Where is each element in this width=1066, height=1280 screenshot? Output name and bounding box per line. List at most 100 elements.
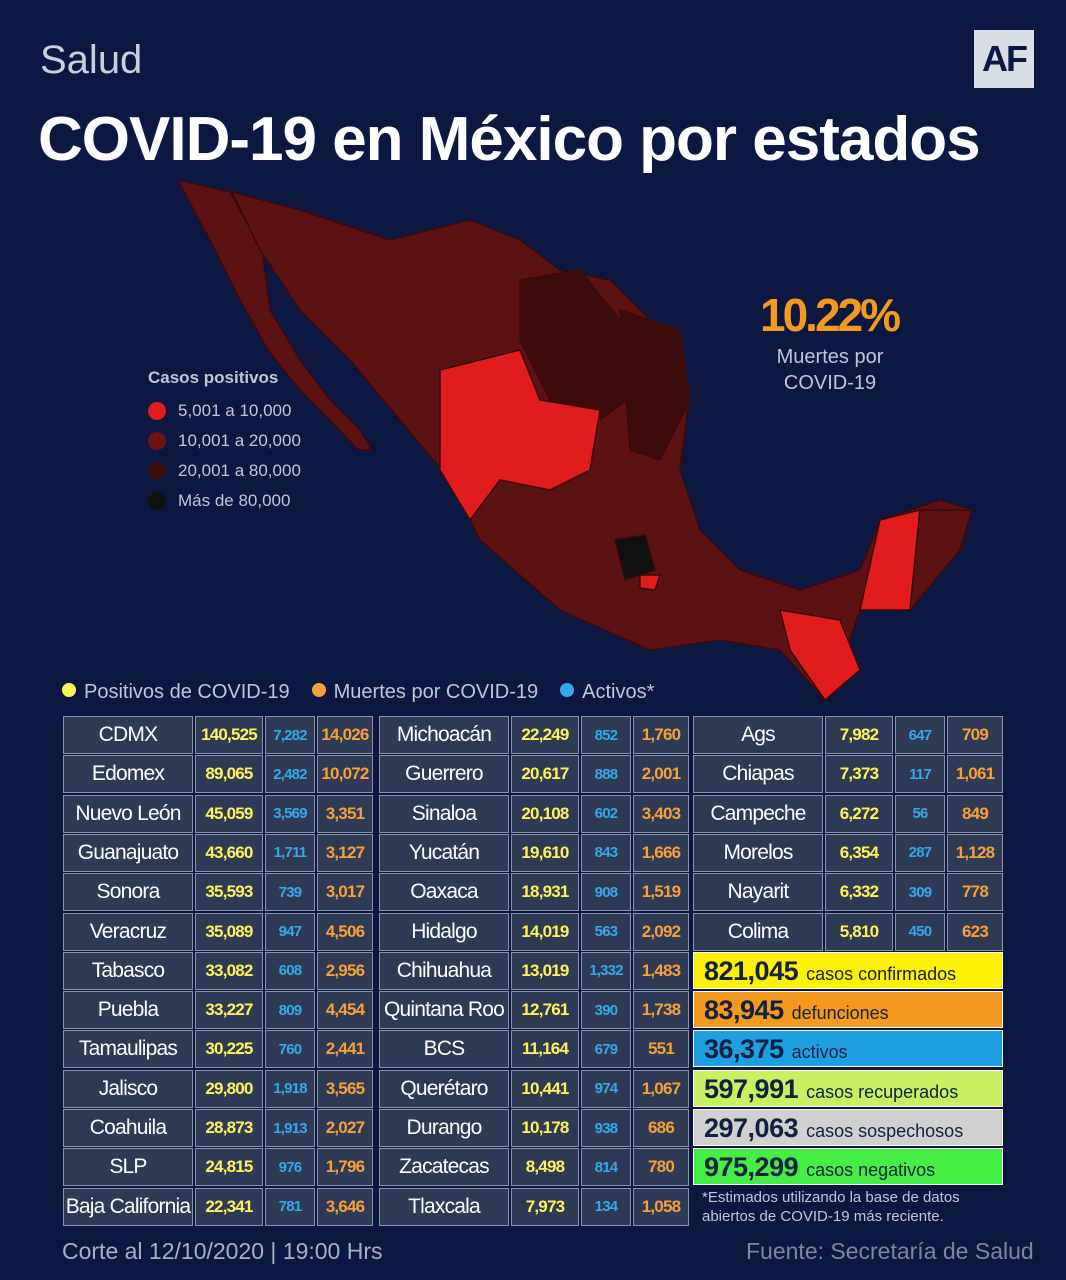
positive-cases: 29,800 (195, 1069, 263, 1108)
active-cases: 1,711 (265, 833, 315, 872)
positive-cases: 18,931 (511, 873, 579, 912)
positive-cases: 89,065 (195, 755, 263, 794)
positive-cases: 14,019 (511, 912, 579, 951)
deaths: 4,454 (317, 991, 373, 1030)
state-name: Nayarit (693, 873, 823, 912)
positive-cases: 35,089 (195, 912, 263, 951)
region (909, 509, 974, 613)
deaths: 1,483 (633, 951, 689, 990)
deaths: 1,738 (633, 991, 689, 1030)
state-name: Tamaulipas (63, 1030, 193, 1069)
region (519, 269, 641, 421)
deaths: 1,067 (633, 1069, 689, 1108)
active-cases: 7,282 (265, 716, 315, 754)
active-cases: 888 (581, 755, 631, 794)
map-legend-label: 10,001 a 20,000 (178, 431, 301, 450)
map-legend-item: 20,001 a 80,000 (148, 456, 301, 486)
active-cases: 814 (581, 1148, 631, 1187)
state-name: BCS (379, 1030, 509, 1069)
deaths: 1,666 (633, 833, 689, 872)
total-value: 83,945 (704, 995, 784, 1026)
state-name: Oaxaca (379, 873, 509, 912)
total-label: casos recuperados (806, 1081, 959, 1102)
table-legend-item: Activos* (560, 681, 654, 704)
active-cases: 134 (581, 1187, 631, 1226)
active-cases: 563 (581, 912, 631, 951)
positive-cases: 28,873 (195, 1109, 263, 1147)
positive-cases: 6,332 (825, 873, 893, 912)
positive-cases: 45,059 (195, 794, 263, 833)
deaths: 2,001 (633, 755, 689, 794)
map (176, 178, 974, 702)
positive-cases: 20,617 (511, 755, 579, 794)
positive-cases: 35,593 (195, 873, 263, 912)
positive-cases: 43,660 (195, 833, 263, 872)
active-cases: 608 (265, 951, 315, 990)
deaths: 2,956 (317, 951, 373, 990)
active-cases: 647 (895, 716, 945, 754)
active-cases: 679 (581, 1030, 631, 1069)
state-name: Sinaloa (379, 794, 509, 833)
total-label: casos confirmados (806, 963, 957, 984)
positive-cases: 10,178 (511, 1109, 579, 1147)
total-value: 36,375 (704, 1034, 784, 1065)
table-legend-label: Activos* (582, 681, 655, 703)
positive-cases: 10,441 (511, 1069, 579, 1108)
deaths: 1,760 (633, 716, 689, 754)
source: Fuente: Secretaría de Salud (746, 1238, 1034, 1264)
table-legend-label: Positivos de COVID-19 (84, 681, 290, 703)
state-name: Nuevo León (63, 794, 193, 833)
total-label: casos negativos (806, 1160, 936, 1181)
deaths: 1,058 (633, 1187, 689, 1226)
total-value: 297,063 (704, 1113, 799, 1143)
state-name: Sonora (63, 873, 193, 912)
total-label: activos (791, 1042, 848, 1063)
positive-cases: 33,227 (195, 991, 263, 1030)
state-name: CDMX (63, 716, 193, 754)
deaths: 1,128 (947, 833, 1003, 872)
state-name: Morelos (693, 833, 823, 872)
total-box: 83,945 defunciones (693, 991, 1003, 1029)
active-cases: 781 (265, 1187, 315, 1226)
deaths: 3,565 (317, 1069, 373, 1108)
deaths: 1,796 (317, 1148, 373, 1187)
stat-label-line: COVID-19 (783, 372, 877, 394)
active-cases: 450 (895, 912, 945, 951)
state-name: Coahuila (63, 1109, 193, 1147)
positive-cases: 11,164 (511, 1030, 579, 1069)
positive-cases: 6,272 (825, 794, 893, 833)
total-box: 36,375 activos (693, 1030, 1003, 1068)
state-name: Guanajuato (63, 833, 193, 872)
positive-cases: 8,498 (511, 1148, 579, 1187)
region (639, 574, 662, 591)
deaths: 2,092 (633, 912, 689, 951)
state-name: Zacatecas (379, 1148, 509, 1187)
total-label: casos sospechosos (806, 1121, 964, 1141)
active-cases: 1,332 (581, 951, 631, 990)
footnote: *Estimados utilizando la base de datos a… (702, 1189, 960, 1225)
positive-cases: 7,982 (825, 716, 893, 754)
active-cases: 2,482 (265, 755, 315, 794)
total-value: 975,299 (704, 1152, 799, 1183)
positive-cases: 20,108 (511, 794, 579, 833)
deaths: 3,351 (317, 794, 373, 833)
state-name: Guerrero (379, 755, 509, 794)
positive-cases: 12,761 (511, 991, 579, 1030)
state-name: Jalisco (63, 1069, 193, 1108)
positive-cases: 6,354 (825, 833, 893, 872)
stat-label-line: Muertes por (776, 346, 884, 368)
state-name: Durango (379, 1109, 509, 1147)
deaths: 686 (633, 1109, 689, 1147)
baja (176, 178, 374, 451)
active-cases: 852 (581, 716, 631, 754)
positive-cases: 24,815 (195, 1148, 263, 1187)
deaths: 10,072 (317, 755, 373, 794)
positive-cases: 19,610 (511, 833, 579, 872)
active-cases: 117 (895, 755, 945, 794)
active-cases: 974 (581, 1069, 631, 1108)
section-label: Salud (40, 38, 143, 82)
active-cases: 976 (265, 1148, 315, 1187)
active-cases: 309 (895, 873, 945, 912)
deaths: 2,441 (317, 1030, 373, 1069)
stat-label: Muertes por COVID-19 (760, 344, 900, 396)
